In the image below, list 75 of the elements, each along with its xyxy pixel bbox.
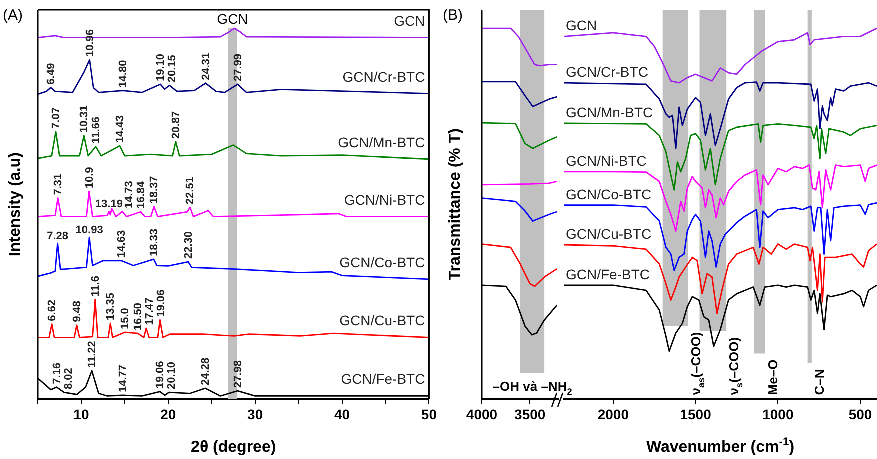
annotation: 13.19 xyxy=(95,198,123,211)
series-label: GCN/Mn-BTC xyxy=(566,104,654,120)
chart-title: (B) xyxy=(443,7,463,24)
annotation: 14.73 xyxy=(123,181,136,209)
x-tick-label: 3500 xyxy=(514,406,546,422)
annotation: 11.66 xyxy=(90,116,102,144)
annotation: 22.30 xyxy=(182,232,195,260)
annotation: 17.47 xyxy=(144,298,156,326)
series-label: GCN/Fe-BTC xyxy=(566,266,650,282)
annotation: 7.07 xyxy=(50,108,62,129)
x-tick-label: 10 xyxy=(74,406,90,422)
annotation: 10.31 xyxy=(78,105,91,134)
x-tick-label: 20 xyxy=(160,406,176,422)
series-label: GCN/Cu-BTC xyxy=(340,312,426,329)
annotation: 10.93 xyxy=(76,224,104,237)
annotation: 6.49 xyxy=(45,63,58,85)
annotation: 18.33 xyxy=(148,228,160,256)
annotation: 7.28 xyxy=(47,230,69,243)
x-tick-label: 1000 xyxy=(762,406,794,422)
annotation: 10.9 xyxy=(84,167,96,189)
x-tick-label: 30 xyxy=(248,406,264,422)
series-label: GCN/Cr-BTC xyxy=(342,68,426,85)
annotation: 27.99 xyxy=(232,54,244,82)
annotation: 7.31 xyxy=(52,174,65,196)
annotation: 14.77 xyxy=(117,364,130,392)
x-tick-label: 500 xyxy=(848,406,872,422)
annotation: 24.28 xyxy=(200,358,212,386)
band-label: Me–O xyxy=(765,360,780,396)
annotation: 14.43 xyxy=(114,116,126,144)
series-label: GCN/Co-BTC xyxy=(566,186,652,202)
series-label: GCN/Fe-BTC xyxy=(341,371,426,388)
chart-title: (A) xyxy=(3,7,23,24)
band-label: GCN xyxy=(217,11,248,27)
series-label: GCN/Cu-BTC xyxy=(566,226,652,242)
annotation: 20.87 xyxy=(170,111,182,139)
x-tick-label: 2000 xyxy=(598,406,630,422)
annotation: 19.10 xyxy=(155,54,168,82)
annotation: 20.10 xyxy=(166,362,178,390)
annotation: 9.48 xyxy=(71,301,84,322)
annotation: 19.06 xyxy=(154,361,167,389)
annotation: 7.16 xyxy=(51,362,64,384)
annotation: 14.80 xyxy=(118,60,130,88)
y-axis-title: Intensity (a.u) xyxy=(7,152,24,257)
series-label: GCN/Cr-BTC xyxy=(566,64,648,80)
annotation: 11.6 xyxy=(90,276,102,297)
series-label: GCN/Ni-BTC xyxy=(566,152,647,169)
series-label: GCN xyxy=(394,12,426,29)
band-label: νs(–COO) xyxy=(726,337,744,396)
annotation: 24.31 xyxy=(200,52,212,80)
annotation: 14.63 xyxy=(116,230,128,258)
annotation: 20.15 xyxy=(166,55,179,83)
annotation: 19.06 xyxy=(155,290,168,318)
series-label: GCN/Co-BTC xyxy=(340,254,426,270)
band-label: C–N xyxy=(812,369,827,396)
annotation: 11.22 xyxy=(86,341,99,368)
annotation: 18.37 xyxy=(148,176,161,204)
x-tick-label: 40 xyxy=(334,406,350,422)
x-tick-label: 1500 xyxy=(680,406,712,422)
x-tick-label: 4000 xyxy=(466,406,498,422)
annotation: 15.0 xyxy=(119,308,132,330)
series-label: GCN xyxy=(566,18,598,34)
annotation: 10.96 xyxy=(84,30,96,58)
series-label: GCN/Mn-BTC xyxy=(338,134,426,150)
y-axis-title: Transmittance (% T) xyxy=(447,128,464,281)
annotation: 16.84 xyxy=(135,180,148,210)
annotation: 16.50 xyxy=(132,303,144,331)
x-axis-title: 2θ (degree) xyxy=(191,439,276,456)
annotation: 8.02 xyxy=(62,368,75,390)
annotation: 27.98 xyxy=(232,360,244,388)
x-tick-label: 50 xyxy=(421,406,438,422)
annotation: 13.35 xyxy=(105,293,118,321)
series-label: GCN/Ni-BTC xyxy=(344,192,426,208)
annotation: 6.62 xyxy=(46,300,59,322)
band-label: νas(–COO) xyxy=(688,332,706,396)
annotation: 22.51 xyxy=(184,177,197,205)
